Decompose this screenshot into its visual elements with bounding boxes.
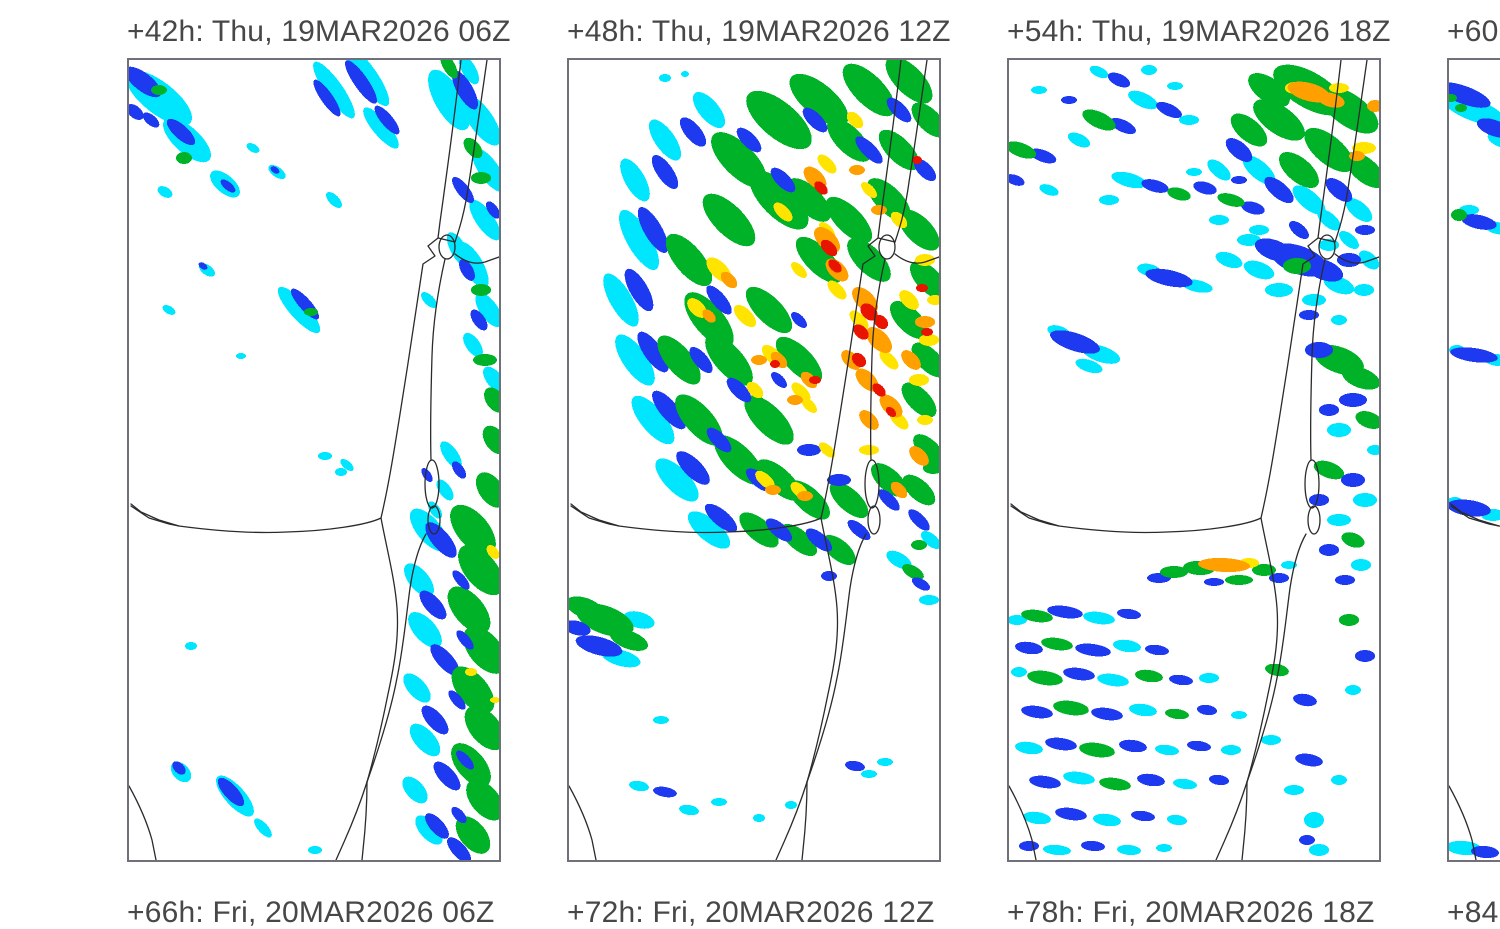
panel-title-plus60h: +60 (1447, 15, 1499, 48)
coastline-borders (1449, 60, 1500, 860)
precipitation-layer (1449, 82, 1500, 859)
precipitation-layer (1009, 64, 1379, 856)
panel-title-plus78h: +78h: Fri, 20MAR2026 18Z (1007, 896, 1375, 929)
forecast-map-plus42h (127, 58, 501, 862)
panel-title-plus42h: +42h: Thu, 19MAR2026 06Z (127, 15, 511, 48)
panel-title-plus48h: +48h: Thu, 19MAR2026 12Z (567, 15, 951, 48)
panel-title-plus66h: +66h: Fri, 20MAR2026 06Z (127, 896, 495, 929)
coastline-borders (129, 60, 499, 860)
forecast-map-plus60h (1447, 58, 1500, 862)
forecast-map-plus48h (567, 58, 941, 862)
forecast-map-plus54h (1007, 58, 1381, 862)
precipitation-layer (129, 60, 499, 860)
precipitation-layer (569, 60, 939, 822)
panel-title-plus54h: +54h: Thu, 19MAR2026 18Z (1007, 15, 1391, 48)
panel-title-plus84h: +84 (1447, 896, 1499, 929)
panel-title-plus72h: +72h: Fri, 20MAR2026 12Z (567, 896, 935, 929)
